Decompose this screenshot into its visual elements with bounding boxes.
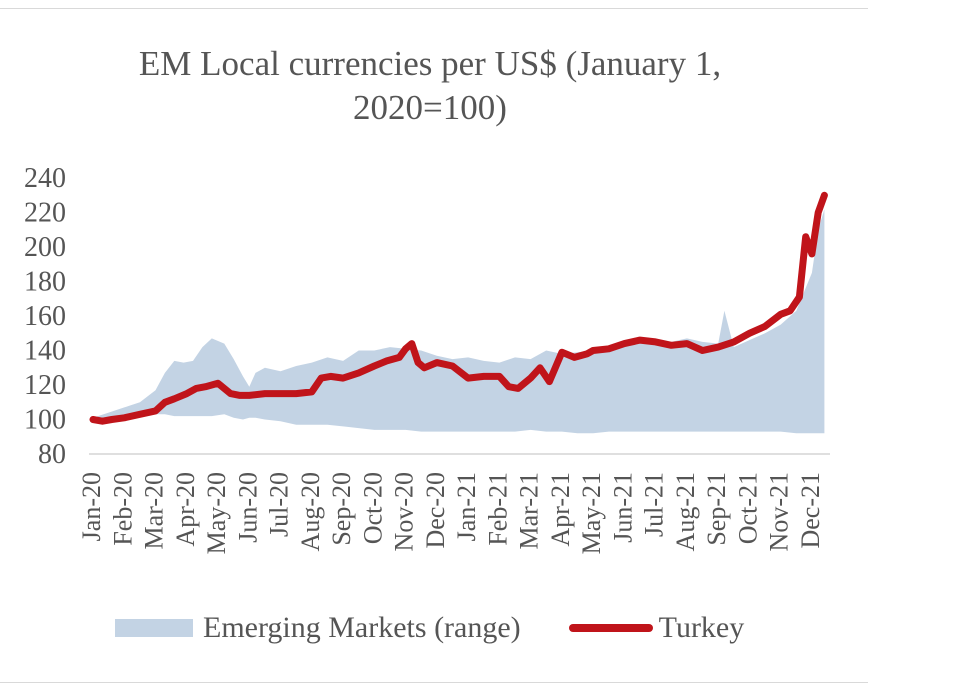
bottom-divider bbox=[0, 682, 868, 683]
x-tick-label: Jul-20 bbox=[265, 472, 294, 537]
y-tick-label: 240 bbox=[24, 163, 66, 194]
legend-item-em: Emerging Markets (range) bbox=[115, 611, 521, 645]
legend-swatch-turkey-line bbox=[568, 624, 653, 632]
x-tick-label: Jul-21 bbox=[640, 472, 669, 537]
chart-title-line-2: 2020=100) bbox=[353, 88, 507, 127]
x-tick-label: Jun-20 bbox=[233, 472, 262, 543]
x-tick-label: Mar-20 bbox=[140, 472, 169, 549]
x-tick-label: Jun-21 bbox=[608, 472, 637, 543]
x-tick-label: Nov-21 bbox=[765, 472, 794, 551]
x-tick-label: Oct-21 bbox=[733, 472, 762, 544]
series-turkey-line bbox=[89, 191, 828, 425]
legend-label-turkey: Turkey bbox=[658, 611, 745, 644]
x-tick-label: Nov-20 bbox=[390, 472, 419, 551]
x-axis: Jan-20 Feb-20 Mar-20 Apr-20 May-20 Jun-20 Jul-… bbox=[77, 453, 830, 554]
y-tick-label: 80 bbox=[38, 439, 66, 470]
x-tick-label: Feb-20 bbox=[108, 472, 137, 546]
legend: Emerging Markets (range) Turkey bbox=[115, 608, 792, 648]
y-tick-label: 220 bbox=[24, 198, 66, 229]
x-tick-label: Jan-21 bbox=[452, 472, 481, 541]
series-em-range-area bbox=[93, 209, 825, 434]
x-tick-label: Aug-21 bbox=[671, 472, 700, 551]
x-tick-label: Sep-20 bbox=[327, 472, 356, 546]
x-tick-label: Dec-20 bbox=[421, 472, 450, 549]
chart-title-line-1: EM Local currencies per US$ (January 1, bbox=[138, 44, 722, 83]
x-tick-label: Aug-20 bbox=[296, 472, 325, 551]
y-tick-label: 160 bbox=[24, 301, 66, 332]
x-tick-label: Apr-21 bbox=[546, 472, 575, 547]
y-tick-label: 180 bbox=[24, 267, 66, 298]
y-tick-label: 100 bbox=[24, 405, 66, 436]
x-tick-label: Oct-20 bbox=[358, 472, 387, 544]
x-tick-label: Dec-21 bbox=[796, 472, 825, 549]
chart-title: EM Local currencies per US$ (January 1, … bbox=[60, 42, 800, 130]
top-divider bbox=[0, 8, 868, 9]
legend-item-turkey: Turkey bbox=[568, 611, 745, 645]
x-tick-label: Sep-21 bbox=[702, 472, 731, 546]
x-tick-label: May-21 bbox=[577, 472, 606, 554]
x-tick-label: Feb-21 bbox=[483, 472, 512, 546]
y-tick-label: 200 bbox=[24, 232, 66, 263]
legend-swatch-em-area bbox=[115, 619, 193, 637]
series-layer bbox=[89, 191, 828, 434]
legend-label-em: Emerging Markets (range) bbox=[203, 611, 521, 644]
y-tick-label: 140 bbox=[24, 336, 66, 367]
x-tick-label: Mar-21 bbox=[515, 472, 544, 549]
x-tick-label: May-20 bbox=[202, 472, 231, 554]
x-tick-label: Jan-20 bbox=[77, 472, 106, 541]
x-tick-label: Apr-20 bbox=[171, 472, 200, 547]
y-tick-label: 120 bbox=[24, 370, 66, 401]
